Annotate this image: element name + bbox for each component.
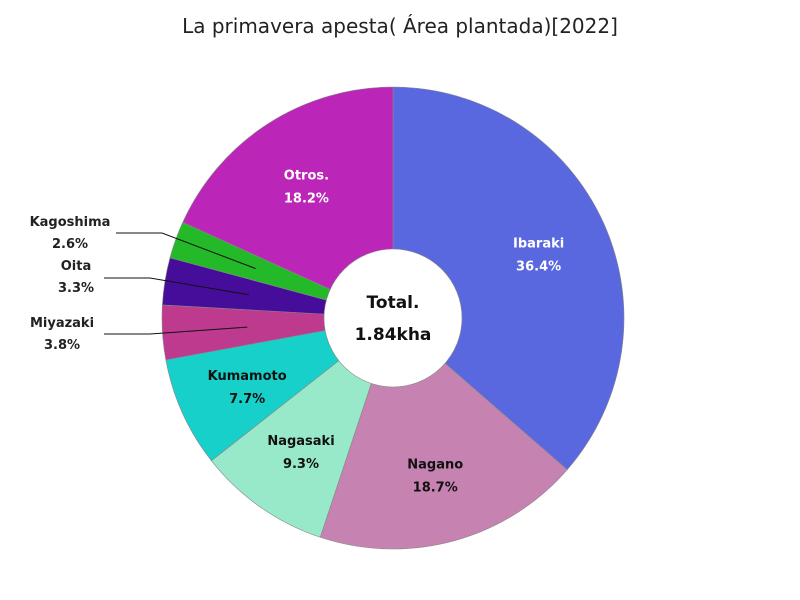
slice-percent-otros: 18.2% xyxy=(284,191,329,206)
slice-percent-nagano: 18.7% xyxy=(413,480,458,495)
leader-line-kagoshima xyxy=(116,232,256,270)
slice-label-ibaraki: Ibaraki xyxy=(513,237,564,252)
slice-label-kagoshima: Kagoshima xyxy=(30,215,111,230)
leader-lines-layer xyxy=(104,232,256,335)
slice-nagasaki xyxy=(210,317,394,538)
slice-ibaraki xyxy=(392,86,625,471)
slice-label-oita: Oita xyxy=(61,259,92,274)
slice-label-otros: Otros. xyxy=(284,168,329,183)
slice-label-kumamoto: Kumamoto xyxy=(208,369,287,384)
slice-percent-kagoshima: 2.6% xyxy=(52,237,88,252)
center-total-value: 1.84kha xyxy=(355,325,432,345)
slice-percent-miyazaki: 3.8% xyxy=(44,338,80,353)
donut-hole xyxy=(323,248,463,388)
slice-otros xyxy=(182,86,394,319)
slice-percent-ibaraki: 36.4% xyxy=(516,260,561,275)
leader-line-oita xyxy=(104,277,249,296)
slice-label-miyazaki: Miyazaki xyxy=(30,316,94,331)
slice-percent-kumamoto: 7.7% xyxy=(229,392,265,407)
leader-line-miyazaki xyxy=(104,326,248,335)
slice-label-nagasaki: Nagasaki xyxy=(267,434,334,449)
slice-label-nagano: Nagano xyxy=(407,457,463,472)
slice-percent-oita: 3.3% xyxy=(58,281,94,296)
slice-percent-nagasaki: 9.3% xyxy=(283,457,319,472)
chart-title: La primavera apesta( Área plantada)[2022… xyxy=(182,14,618,38)
slice-labels-layer: Ibaraki 36.4% Nagano 18.7% Nagasaki 9.3% Kumam… xyxy=(30,168,565,495)
center-total-label: Total. xyxy=(367,293,420,313)
